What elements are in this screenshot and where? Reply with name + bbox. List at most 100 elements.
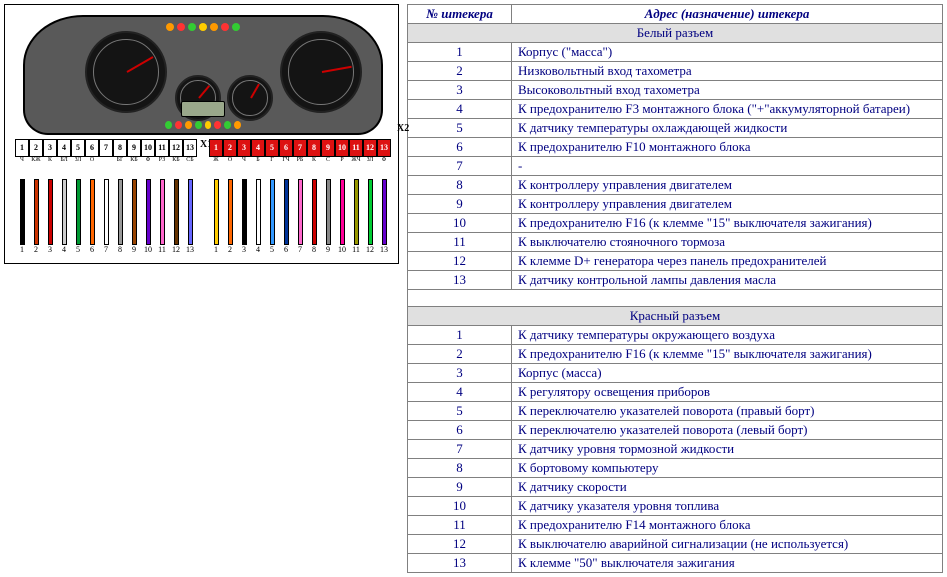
wire-stripe <box>228 179 233 245</box>
wire-stripe <box>174 179 179 245</box>
wire: 7 <box>99 157 113 254</box>
wire: К3 <box>43 157 57 254</box>
pin-number-cell: 1 <box>408 326 512 345</box>
pin-number-cell: 3 <box>408 364 512 383</box>
wire-group-x2: Ж1О2Ч3Б4Г5ГЧ6РБ7К8С9Р10ЖЧ11ЗЛ12Ф13 <box>209 157 391 254</box>
wire-stripe <box>214 179 219 245</box>
section-title: Белый разъем <box>408 24 943 43</box>
wire-stripe <box>368 179 373 245</box>
wire-number: 12 <box>172 245 180 254</box>
pin-number-cell: 8 <box>408 459 512 478</box>
table-row: 10К предохранителю F16 (к клемме "15" вы… <box>408 214 943 233</box>
indicator-lamp <box>234 121 241 129</box>
wire: Ф13 <box>377 157 391 254</box>
connector-pin: 13 <box>183 139 197 157</box>
wire-label: Б <box>256 157 259 179</box>
table-row: 10К датчику указателя уровня топлива <box>408 497 943 516</box>
connector-pin: 4 <box>251 139 265 157</box>
pinout-table: № штекера Адрес (назначение) штекера Бел… <box>407 4 943 573</box>
connector-pin: 9 <box>127 139 141 157</box>
wire-number: 1 <box>214 245 218 254</box>
connector-pin: 12 <box>363 139 377 157</box>
connector-pin: 7 <box>293 139 307 157</box>
table-row: 8К контроллеру управления двигателем <box>408 176 943 195</box>
wire-stripe <box>62 179 67 245</box>
wire-number: 3 <box>48 245 52 254</box>
pin-number-cell: 5 <box>408 119 512 138</box>
wire-stripe <box>382 179 387 245</box>
speedometer-gauge <box>280 31 362 113</box>
wire: ЗЛ5 <box>71 157 85 254</box>
wire-number: 4 <box>256 245 260 254</box>
wire-stripe <box>48 179 53 245</box>
pin-desc-cell: К контроллеру управления двигателем <box>512 195 943 214</box>
wire-number: 8 <box>312 245 316 254</box>
pin-number-cell: 6 <box>408 421 512 440</box>
connector-pin: 13 <box>377 139 391 157</box>
wire-label: ЗЛ <box>367 157 374 179</box>
wire-stripe <box>132 179 137 245</box>
wire-number: 8 <box>118 245 122 254</box>
connector-pin: 6 <box>279 139 293 157</box>
wire-stripe <box>104 179 109 245</box>
connector-pin: 3 <box>43 139 57 157</box>
section-title: Красный разъем <box>408 307 943 326</box>
indicator-lamp <box>214 121 221 129</box>
wire-label: ГЧ <box>282 157 289 179</box>
wire-label: Р <box>340 157 343 179</box>
connector-pin: 4 <box>57 139 71 157</box>
connector-pin: 10 <box>141 139 155 157</box>
connector-pin: 1 <box>209 139 223 157</box>
pin-number-cell: 1 <box>408 43 512 62</box>
connector-pin: 11 <box>155 139 169 157</box>
pin-number-cell: 10 <box>408 214 512 233</box>
wire: Б4 <box>251 157 265 254</box>
pin-number-cell: 9 <box>408 195 512 214</box>
wire-number: 11 <box>158 245 166 254</box>
indicator-lamp <box>177 23 185 31</box>
pin-desc-cell: Высоковольтный вход тахометра <box>512 81 943 100</box>
pin-number-cell: 5 <box>408 402 512 421</box>
wire-label: БГ <box>117 157 124 179</box>
pin-desc-cell: К предохранителю F14 монтажного блока <box>512 516 943 535</box>
pin-number-cell: 4 <box>408 383 512 402</box>
connector-pin: 10 <box>335 139 349 157</box>
table-row: 3Корпус (масса) <box>408 364 943 383</box>
connector-pin: 8 <box>307 139 321 157</box>
wire-number: 2 <box>228 245 232 254</box>
table-row: 5К переключателю указателей поворота (пр… <box>408 402 943 421</box>
wire-label: Ч <box>242 157 246 179</box>
wire: О6 <box>85 157 99 254</box>
wire: КБ9 <box>127 157 141 254</box>
pin-desc-cell: К контроллеру управления двигателем <box>512 176 943 195</box>
wire: Г5 <box>265 157 279 254</box>
dashboard-body <box>23 15 383 135</box>
wire-label: ЗЛ <box>75 157 82 179</box>
wire-number: 7 <box>298 245 302 254</box>
wire-label: КБ <box>172 157 179 179</box>
pin-number-cell: 6 <box>408 138 512 157</box>
wire-number: 10 <box>144 245 152 254</box>
wire: ЖЧ11 <box>349 157 363 254</box>
pin-desc-cell: К датчику контрольной лампы давления мас… <box>512 271 943 290</box>
pin-desc-cell: К предохранителю F16 (к клемме "15" выкл… <box>512 214 943 233</box>
wire-stripe <box>20 179 25 245</box>
wire-label: КБ <box>130 157 137 179</box>
wire-stripe <box>146 179 151 245</box>
wire-label: КЖ <box>31 157 40 179</box>
indicator-lamp <box>221 23 229 31</box>
table-row: 13К клемме "50" выключателя зажигания <box>408 554 943 573</box>
wire: СБ13 <box>183 157 197 254</box>
wire: Ч3 <box>237 157 251 254</box>
table-row: 11К выключателю стояночного тормоза <box>408 233 943 252</box>
wire-label: Ж <box>213 157 218 179</box>
pin-desc-cell: Корпус ("масса") <box>512 43 943 62</box>
pin-desc-cell: К переключателю указателей поворота (лев… <box>512 421 943 440</box>
wire-label: РЗ <box>159 157 165 179</box>
table-row: 13К датчику контрольной лампы давления м… <box>408 271 943 290</box>
connector-pin: 5 <box>71 139 85 157</box>
pin-desc-cell: К предохранителю F3 монтажного блока ("+… <box>512 100 943 119</box>
pin-number-cell: 7 <box>408 440 512 459</box>
wire-label: К <box>312 157 316 179</box>
table-row: 12К выключателю аварийной сигнализации (… <box>408 535 943 554</box>
